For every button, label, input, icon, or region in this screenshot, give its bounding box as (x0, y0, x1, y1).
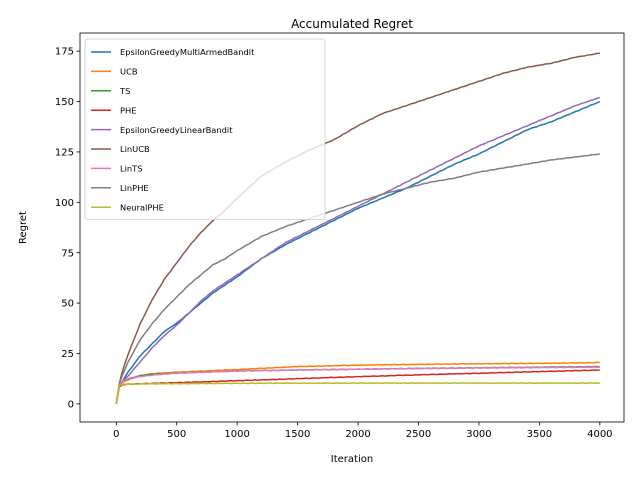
x-tick-label: 1000 (224, 429, 249, 440)
y-axis-title: Regret (18, 211, 29, 244)
series-line-EpsilonGreedyLinearBandit (115, 96, 601, 405)
y-tick-label: 75 (61, 248, 74, 259)
series-line-NeuralPHE (115, 382, 600, 405)
chart-title: Accumulated Regret (291, 17, 413, 31)
legend-label: LinUCB (120, 144, 150, 154)
y-tick-label: 25 (61, 349, 74, 360)
series-group (115, 52, 601, 405)
series-line-UCB (115, 361, 600, 405)
legend-label: EpsilonGreedyMultiArmedBandit (120, 47, 255, 57)
x-tick-label: 3000 (466, 429, 491, 440)
x-tick-label: 1500 (285, 429, 310, 440)
y-tick-label: 150 (55, 97, 74, 108)
x-axis: 0 500 1000 1500 2000 2500 3000 3500 4000 (113, 422, 613, 440)
legend-box (84, 38, 326, 221)
plot-area (79, 32, 625, 423)
y-tick-label: 100 (55, 198, 74, 209)
x-tick-label: 4000 (587, 429, 612, 440)
series-line-LinUCB (115, 52, 600, 405)
y-axis: 0 25 50 75 100 125 150 175 (55, 47, 80, 410)
legend-label: LinPHE (120, 183, 149, 193)
x-tick-label: 2500 (406, 429, 431, 440)
legend-label: EpsilonGreedyLinearBandit (120, 125, 233, 135)
series-line-PHE (115, 369, 600, 405)
legend-label: PHE (120, 105, 136, 115)
y-tick-label: 50 (61, 299, 74, 310)
legend-label: UCB (120, 67, 138, 77)
y-tick-label: 0 (68, 399, 74, 410)
legend-label: LinTS (120, 164, 143, 174)
plot-frame (79, 32, 625, 423)
legend: EpsilonGreedyMultiArmedBandit UCB TS PHE Eps… (84, 38, 326, 221)
x-tick-label: 500 (167, 429, 186, 440)
legend-label: TS (119, 86, 130, 96)
series-line-LinPHE (115, 153, 600, 405)
x-axis-title: Iteration (331, 454, 373, 465)
y-tick-label: 125 (55, 148, 74, 159)
x-tick-label: 3500 (527, 429, 552, 440)
x-tick-label: 2000 (345, 429, 370, 440)
x-tick-label: 0 (113, 429, 119, 440)
y-tick-label: 175 (55, 47, 74, 58)
legend-label: NeuralPHE (120, 202, 164, 212)
series-line-LinTS (115, 366, 600, 405)
